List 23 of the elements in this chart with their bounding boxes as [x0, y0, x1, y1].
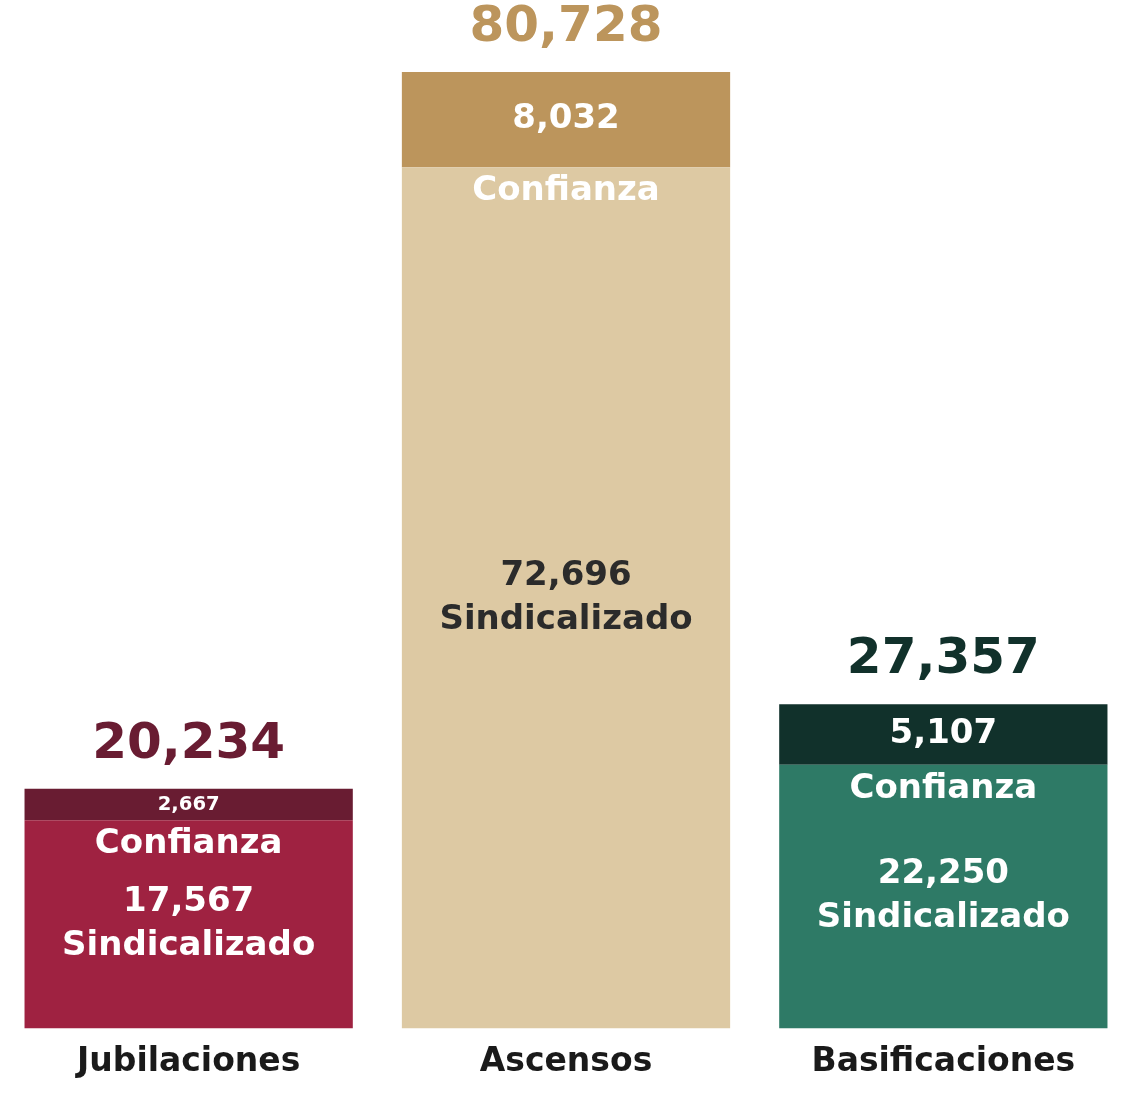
data-label: 2,667 — [157, 791, 220, 815]
bar — [401, 72, 731, 168]
series-label: Sindicalizado — [816, 895, 1070, 936]
text: Sindicalizado — [62, 923, 316, 964]
data-label: 5,107 — [889, 711, 998, 752]
data-label: 22,250 — [877, 851, 1009, 892]
x-tick-label: Jubilaciones — [74, 1039, 301, 1079]
x-tick-label: Basificaciones — [811, 1039, 1076, 1079]
total-label: 80,728 — [469, 0, 663, 53]
data-label: 8,032 — [512, 96, 620, 137]
total-label: 20,234 — [92, 711, 286, 770]
data-label: 17,567 — [123, 879, 255, 920]
total-label: 27,357 — [846, 627, 1040, 686]
bar — [24, 788, 353, 821]
bar — [779, 764, 1108, 1029]
x-tick-label: Ascensos — [479, 1039, 653, 1079]
text: Confianza — [94, 821, 283, 862]
bar — [779, 704, 1108, 765]
text: Sindicalizado — [439, 596, 693, 637]
series-label: Confianza — [472, 167, 660, 208]
data-label: 72,696 — [500, 552, 632, 593]
text: Confianza — [849, 765, 1038, 806]
bar — [401, 167, 731, 1029]
